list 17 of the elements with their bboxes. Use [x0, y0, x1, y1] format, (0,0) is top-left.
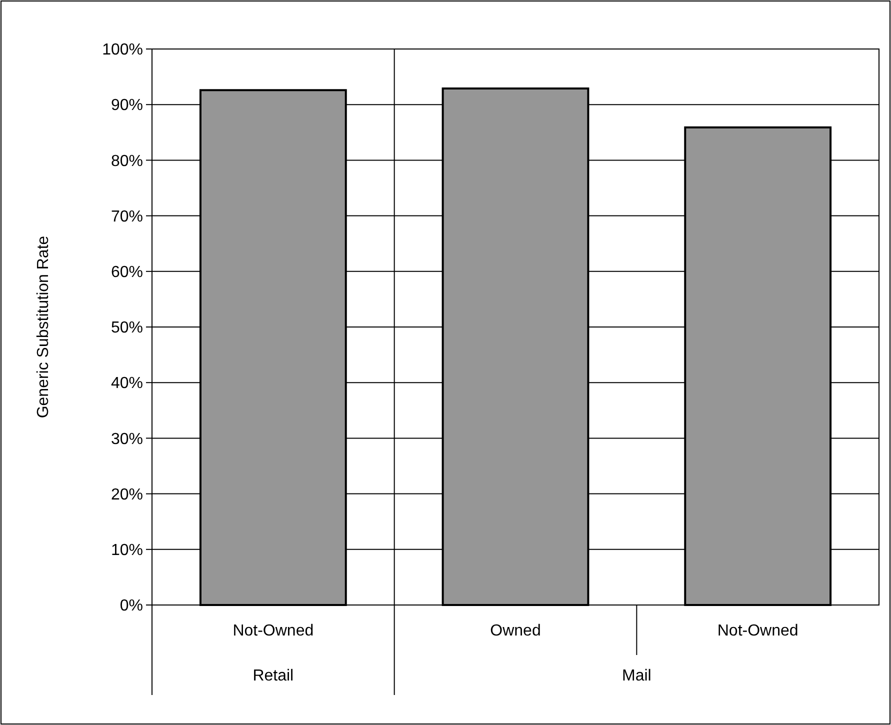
x-tick-label: Owned — [490, 622, 541, 640]
y-tick-label: 0% — [120, 598, 143, 615]
y-tick-label: 80% — [110, 152, 143, 170]
y-tick-label: 40% — [110, 375, 143, 392]
y-tick-label: 70% — [110, 208, 143, 226]
y-tick-label: 90% — [110, 97, 143, 114]
y-axis-title: Generic Substitution Rate — [35, 236, 52, 418]
y-tick-label: 10% — [110, 542, 143, 559]
y-tick-label: 30% — [110, 430, 143, 448]
x-tick-label: Not-Owned — [717, 622, 798, 640]
text: Retail — [252, 668, 294, 685]
text: Mail — [622, 668, 652, 685]
y-tick-label: 100% — [102, 42, 143, 59]
y-tick-label: 60% — [110, 264, 143, 281]
y-tick-label: 20% — [110, 486, 143, 504]
x-tick-label: Not-Owned — [232, 622, 314, 640]
y-tick-label: 50% — [110, 320, 143, 337]
